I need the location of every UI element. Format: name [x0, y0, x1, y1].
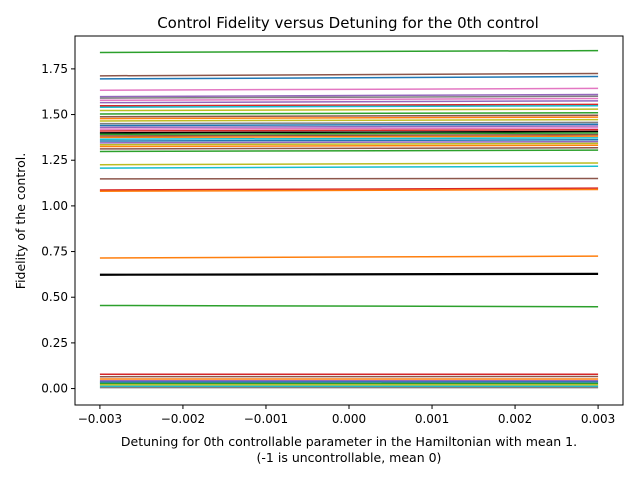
series-line-30: [99, 149, 599, 153]
series-line-9: [99, 105, 599, 108]
y-tick-label-6: 1.50: [41, 108, 68, 122]
x-tick-label-5: 0.002: [498, 412, 532, 426]
series-line-15: [99, 121, 599, 125]
x-tick-label-0: −0.003: [78, 412, 122, 426]
series-line-16: [99, 123, 599, 127]
series-line-22: [99, 133, 599, 137]
x-axis-label-line2: (-1 is uncontrollable, mean 0): [257, 450, 442, 465]
series-line-31: [99, 162, 599, 166]
y-tick-label-7: 1.75: [41, 62, 68, 76]
y-tick-label-4: 1.00: [41, 199, 68, 213]
series-line-36: [99, 255, 599, 259]
series-line-13: [99, 116, 599, 120]
series-line-23: [99, 135, 599, 139]
series-line-2: [99, 75, 599, 80]
series-line-37: [99, 272, 599, 276]
x-axis-label: Detuning for 0th controllable parameter …: [121, 434, 577, 449]
series-line-5: [99, 95, 599, 99]
x-tick-label-2: −0.001: [244, 412, 288, 426]
series-line-38: [99, 304, 599, 308]
series-line-12: [99, 114, 599, 118]
series-line-28: [99, 144, 599, 148]
series-line-24: [99, 137, 599, 140]
series-line-4: [99, 93, 599, 98]
series-line-6: [99, 97, 599, 102]
x-tick-label-4: 0.001: [415, 412, 449, 426]
series-line-3: [99, 87, 599, 91]
chart-title: Control Fidelity versus Detuning for the…: [157, 14, 539, 32]
y-tick-label-2: 0.50: [41, 290, 68, 304]
series-line-18: [99, 127, 599, 130]
series-line-10: [99, 108, 599, 112]
y-tick-label-1: 0.25: [41, 336, 68, 350]
y-tick-label-5: 1.25: [41, 153, 68, 167]
series-line-8: [99, 103, 599, 107]
series-layer: [99, 49, 599, 389]
x-tick-label-3: 0.000: [332, 412, 366, 426]
y-tick-label-0: 0.00: [41, 382, 68, 396]
series-line-25: [99, 139, 599, 142]
series-line-19: [99, 128, 599, 132]
x-axis-ticks: −0.003 −0.002 −0.001 0.000 0.001 0.002 0.003: [78, 405, 615, 426]
series-line-14: [99, 118, 599, 122]
y-axis-label: Fidelity of the control.: [13, 153, 28, 289]
y-axis-ticks: 0.00 0.25 0.50 0.75 1.00 1.25 1.50 1.75: [41, 62, 75, 396]
series-line-21: [99, 132, 599, 136]
series-line-0: [99, 49, 599, 54]
series-line-32: [99, 165, 599, 169]
series-line-1: [99, 72, 599, 77]
series-line-27: [99, 142, 599, 146]
x-tick-label-1: −0.002: [161, 412, 205, 426]
series-line-17: [99, 125, 599, 129]
series-line-11: [99, 111, 599, 115]
series-line-20: [99, 130, 599, 134]
y-tick-label-3: 0.75: [41, 245, 68, 259]
series-line-26: [99, 140, 599, 144]
series-line-34: [99, 187, 599, 191]
plot-frame: [74, 35, 624, 406]
x-tick-label-6: 0.003: [581, 412, 615, 426]
series-line-29: [99, 147, 599, 150]
series-line-35: [99, 188, 599, 193]
series-line-7: [99, 100, 599, 104]
